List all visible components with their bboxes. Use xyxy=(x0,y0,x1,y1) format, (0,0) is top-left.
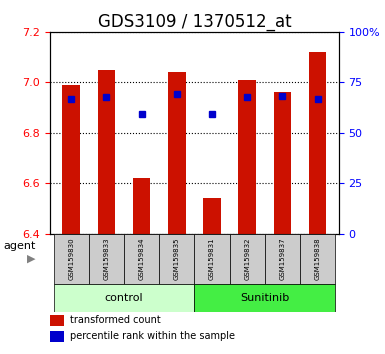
Bar xyxy=(238,80,256,234)
Bar xyxy=(265,234,300,284)
Bar xyxy=(159,234,194,284)
Bar xyxy=(309,52,326,234)
Text: transformed count: transformed count xyxy=(70,315,161,325)
Text: agent: agent xyxy=(4,241,36,251)
Text: ▶: ▶ xyxy=(27,254,35,264)
Text: GSM159837: GSM159837 xyxy=(280,238,285,280)
Text: percentile rank within the sample: percentile rank within the sample xyxy=(70,331,235,341)
Bar xyxy=(124,234,159,284)
Bar xyxy=(54,284,194,312)
Bar xyxy=(194,234,229,284)
Bar xyxy=(274,92,291,234)
Bar xyxy=(89,234,124,284)
Text: GSM159835: GSM159835 xyxy=(174,238,180,280)
Text: GSM159833: GSM159833 xyxy=(104,238,109,280)
Title: GDS3109 / 1370512_at: GDS3109 / 1370512_at xyxy=(98,13,291,30)
Bar xyxy=(168,72,186,234)
Bar xyxy=(97,70,115,234)
Bar xyxy=(50,315,65,326)
Bar xyxy=(194,284,335,312)
Bar xyxy=(62,85,80,234)
Text: GSM159831: GSM159831 xyxy=(209,238,215,280)
Text: GSM159838: GSM159838 xyxy=(315,238,321,280)
Text: Sunitinib: Sunitinib xyxy=(240,293,290,303)
Bar xyxy=(54,234,89,284)
Bar xyxy=(300,234,335,284)
Bar xyxy=(133,178,151,234)
Text: GSM159834: GSM159834 xyxy=(139,238,145,280)
Text: control: control xyxy=(105,293,143,303)
Text: GSM159830: GSM159830 xyxy=(68,238,74,280)
Bar xyxy=(229,234,265,284)
Bar xyxy=(50,331,65,342)
Bar xyxy=(203,198,221,234)
Text: GSM159832: GSM159832 xyxy=(244,238,250,280)
